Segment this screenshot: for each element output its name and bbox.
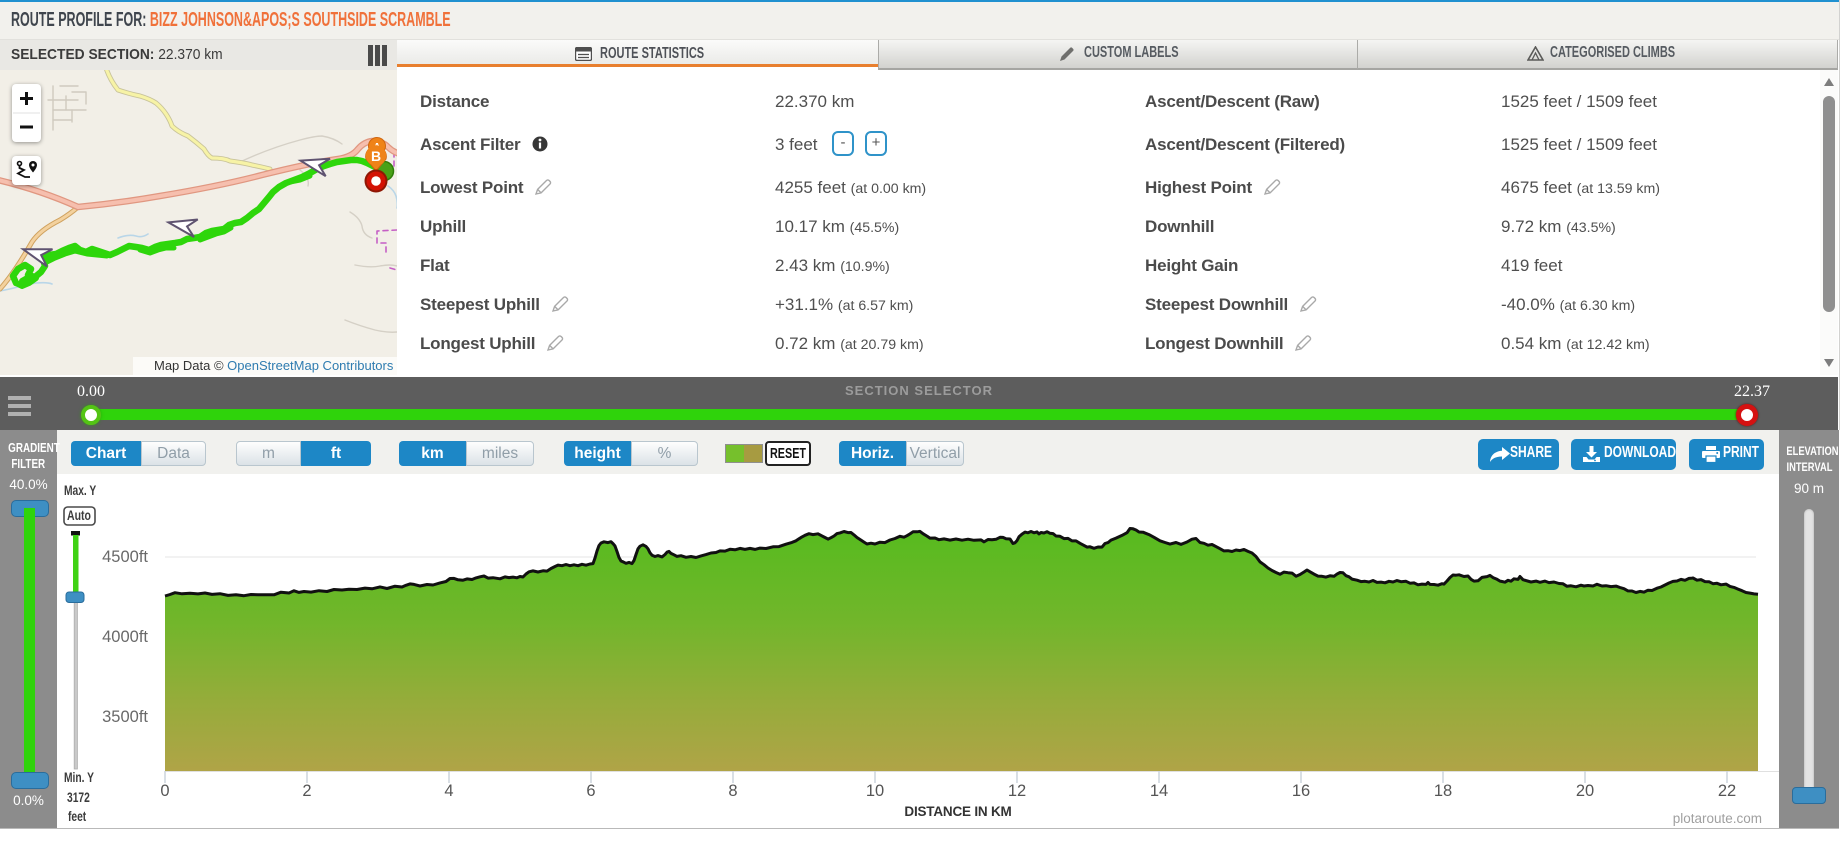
svg-text:feet: feet: [68, 809, 86, 825]
svg-text:plotaroute.com: plotaroute.com: [1673, 811, 1762, 826]
svg-text:3500ft: 3500ft: [102, 708, 148, 726]
svg-text:20: 20: [1576, 782, 1594, 800]
svg-text:18: 18: [1434, 782, 1452, 800]
svg-text:14: 14: [1150, 782, 1168, 800]
svg-text:Max. Y: Max. Y: [64, 483, 96, 499]
svg-text:Auto: Auto: [67, 508, 91, 524]
svg-text:12: 12: [1008, 782, 1026, 800]
svg-text:16: 16: [1292, 782, 1310, 800]
svg-text:6: 6: [586, 782, 595, 800]
svg-text:0: 0: [160, 782, 169, 800]
svg-text:4: 4: [444, 782, 453, 800]
svg-text:2: 2: [302, 782, 311, 800]
svg-text:DISTANCE IN KM: DISTANCE IN KM: [904, 804, 1011, 819]
svg-text:10: 10: [866, 782, 884, 800]
svg-text:B: B: [371, 148, 381, 164]
svg-text:4000ft: 4000ft: [102, 628, 148, 646]
svg-text:22: 22: [1718, 782, 1736, 800]
svg-text:4500ft: 4500ft: [102, 548, 148, 566]
svg-text:8: 8: [728, 782, 737, 800]
svg-text:Min. Y: Min. Y: [64, 770, 94, 786]
svg-text:3172: 3172: [67, 790, 90, 806]
